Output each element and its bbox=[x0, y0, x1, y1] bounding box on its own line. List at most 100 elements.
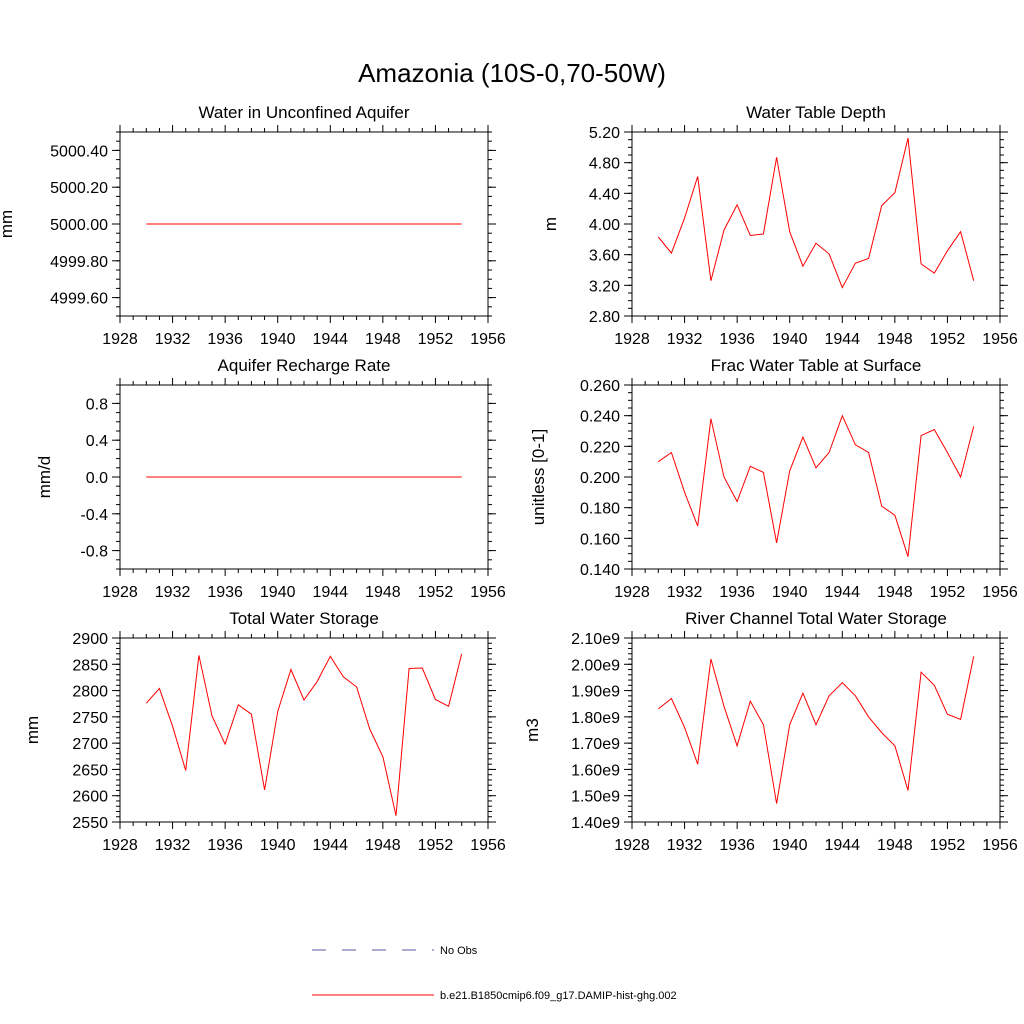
y-tick-label: 2550 bbox=[72, 815, 108, 832]
y-tick-label: 4.00 bbox=[589, 217, 620, 234]
x-tick-label: 1952 bbox=[418, 331, 454, 348]
plot-frame bbox=[631, 384, 1001, 570]
panel-2: Water Table Depth 1928 1932 1936 1940 1944 194… bbox=[541, 103, 1018, 348]
y-tick-label: 0.180 bbox=[580, 501, 620, 518]
y-tick-label: 0.140 bbox=[580, 562, 620, 579]
y-tick-label: 2850 bbox=[72, 657, 108, 674]
y-tick-label: 2600 bbox=[72, 789, 108, 806]
y-tick-label: 3.60 bbox=[589, 248, 620, 265]
x-tick-label: 1956 bbox=[470, 331, 506, 348]
x-tick-label: 1936 bbox=[207, 584, 243, 601]
y-tick-label: 2900 bbox=[72, 631, 108, 648]
x-tick-label: 1948 bbox=[365, 837, 401, 854]
x-tick-label: 1940 bbox=[260, 331, 296, 348]
y-tick-label: 4.40 bbox=[589, 186, 620, 203]
x-tick-label: 1936 bbox=[719, 331, 755, 348]
x-tick-label: 1940 bbox=[260, 837, 296, 854]
legend: No Obs b.e21.B1850cmip6.f09_g17.DAMIP-hi… bbox=[312, 945, 677, 1002]
x-tick-label: 1952 bbox=[418, 584, 454, 601]
y-tick-label: 0.0 bbox=[86, 470, 108, 487]
y-axis-label: mm bbox=[23, 716, 42, 744]
x-tick-label: 1956 bbox=[982, 331, 1018, 348]
x-tick-label: 1944 bbox=[312, 584, 348, 601]
y-tick-label: 1.80e9 bbox=[571, 710, 620, 727]
y-tick-label: 4999.80 bbox=[50, 254, 108, 271]
x-tick-label: 1948 bbox=[877, 837, 913, 854]
y-tick-label: 0.220 bbox=[580, 439, 620, 456]
x-tick-label: 1952 bbox=[418, 837, 454, 854]
panels: Water in Unconfined Aquifer 1928 1932 1936 1… bbox=[0, 103, 1018, 854]
x-tick-label: 1936 bbox=[207, 837, 243, 854]
y-tick-label: 3.20 bbox=[589, 278, 620, 295]
y-tick-label: 1.70e9 bbox=[571, 736, 620, 753]
y-tick-label: 1.90e9 bbox=[571, 684, 620, 701]
x-tick-label: 1952 bbox=[930, 584, 966, 601]
x-tick-label: 1952 bbox=[930, 331, 966, 348]
x-tick-label: 1932 bbox=[155, 837, 191, 854]
x-tick-label: 1932 bbox=[667, 584, 703, 601]
panel-title: River Channel Total Water Storage bbox=[685, 609, 947, 628]
y-tick-label: 0.240 bbox=[580, 409, 620, 426]
x-tick-label: 1948 bbox=[877, 584, 913, 601]
x-tick-label: 1932 bbox=[667, 837, 703, 854]
y-tick-label: 5.20 bbox=[589, 125, 620, 142]
x-tick-label: 1944 bbox=[824, 584, 860, 601]
x-tick-label: 1928 bbox=[614, 584, 650, 601]
x-tick-label: 1956 bbox=[982, 837, 1018, 854]
x-tick-label: 1940 bbox=[260, 584, 296, 601]
y-tick-label: 1.50e9 bbox=[571, 789, 620, 806]
x-tick-label: 1952 bbox=[930, 837, 966, 854]
x-tick-label: 1928 bbox=[614, 331, 650, 348]
panel-title: Water Table Depth bbox=[746, 103, 886, 122]
plot-frame bbox=[631, 131, 1001, 317]
legend-model-label: b.e21.B1850cmip6.f09_g17.DAMIP-hist-ghg.… bbox=[440, 990, 677, 1002]
panel-3: Aquifer Recharge Rate 1928 1932 1936 1940 194… bbox=[35, 356, 506, 601]
x-tick-label: 1928 bbox=[102, 584, 138, 601]
y-tick-label: 0.4 bbox=[86, 433, 108, 450]
panel-4: Frac Water Table at Surface 1928 1932 1936 1… bbox=[529, 356, 1018, 601]
figure-title: Amazonia (10S-0,70-50W) bbox=[358, 58, 666, 88]
y-tick-label: 2800 bbox=[72, 684, 108, 701]
x-tick-label: 1936 bbox=[207, 331, 243, 348]
x-tick-label: 1948 bbox=[365, 331, 401, 348]
panel-title: Frac Water Table at Surface bbox=[711, 356, 922, 375]
y-tick-label: 0.260 bbox=[580, 378, 620, 395]
y-tick-label: 4.80 bbox=[589, 156, 620, 173]
y-axis-label: mm/d bbox=[35, 456, 54, 499]
x-tick-label: 1932 bbox=[667, 331, 703, 348]
y-tick-label: 5000.20 bbox=[50, 180, 108, 197]
panel-1: Water in Unconfined Aquifer 1928 1932 1936 1… bbox=[0, 103, 506, 348]
y-axis-label: m bbox=[541, 217, 560, 231]
y-tick-label: 2.10e9 bbox=[571, 631, 620, 648]
y-tick-label: 1.60e9 bbox=[571, 762, 620, 779]
x-tick-label: 1928 bbox=[614, 837, 650, 854]
x-tick-label: 1936 bbox=[719, 837, 755, 854]
y-tick-label: -0.8 bbox=[80, 544, 108, 561]
x-tick-label: 1928 bbox=[102, 331, 138, 348]
series-line bbox=[658, 414, 975, 557]
panel-title: Aquifer Recharge Rate bbox=[218, 356, 391, 375]
y-tick-label: 2.00e9 bbox=[571, 657, 620, 674]
x-tick-label: 1936 bbox=[719, 584, 755, 601]
x-tick-label: 1944 bbox=[312, 837, 348, 854]
y-axis-label: unitless [0-1] bbox=[529, 429, 548, 525]
plot-frame bbox=[631, 637, 1001, 823]
panel-6: River Channel Total Water Storage 1928 193… bbox=[523, 609, 1018, 854]
series-line bbox=[657, 656, 975, 804]
y-tick-label: 2750 bbox=[72, 710, 108, 727]
y-tick-label: 1.40e9 bbox=[571, 815, 620, 832]
x-tick-label: 1944 bbox=[824, 331, 860, 348]
y-tick-label: 0.200 bbox=[580, 470, 620, 487]
y-tick-label: 4999.60 bbox=[50, 291, 108, 308]
y-tick-label: 0.8 bbox=[86, 396, 108, 413]
x-tick-label: 1932 bbox=[155, 584, 191, 601]
x-tick-label: 1956 bbox=[470, 837, 506, 854]
x-tick-label: 1948 bbox=[365, 584, 401, 601]
y-tick-label: 2700 bbox=[72, 736, 108, 753]
y-axis-label: mm bbox=[0, 210, 16, 238]
panel-title: Water in Unconfined Aquifer bbox=[198, 103, 409, 122]
x-tick-label: 1956 bbox=[470, 584, 506, 601]
x-tick-label: 1940 bbox=[772, 331, 808, 348]
series-line bbox=[657, 137, 975, 289]
